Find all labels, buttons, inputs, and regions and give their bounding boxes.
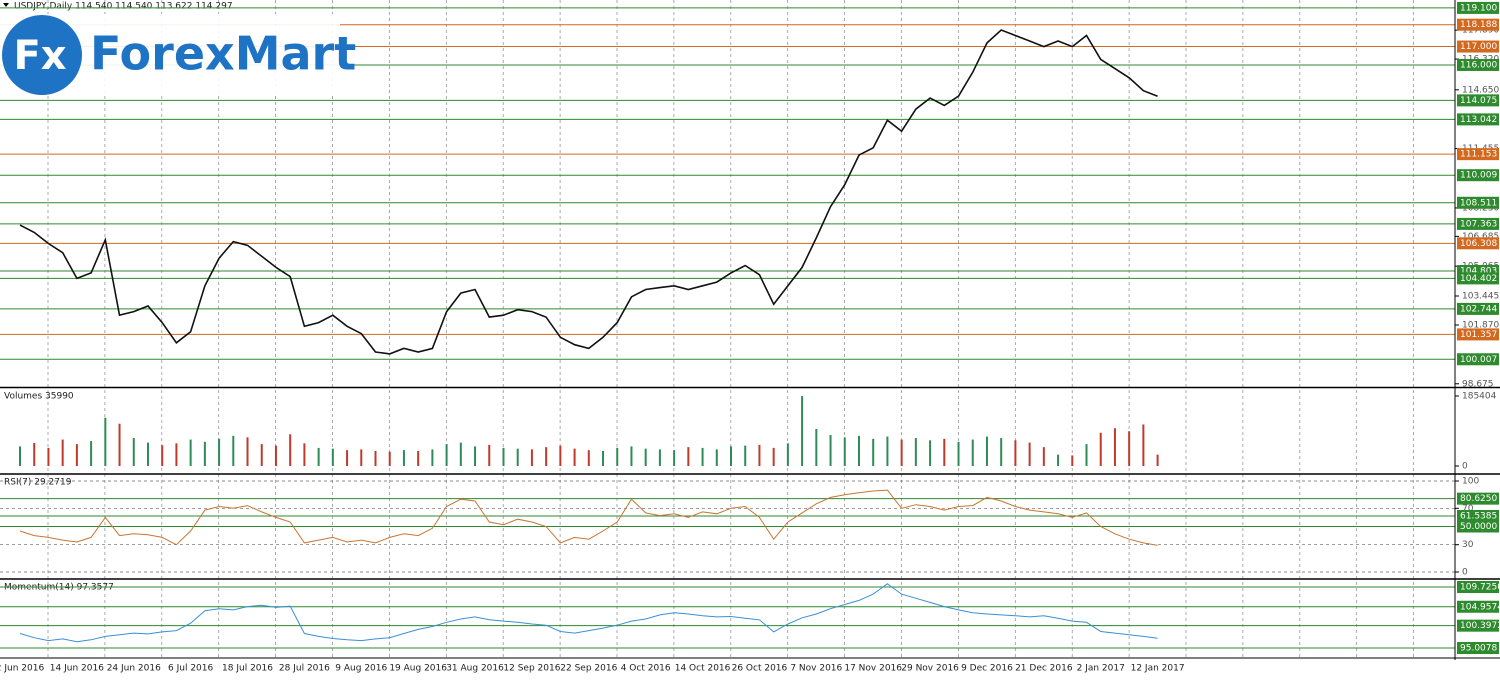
x-tick-label: 7 Nov 2016 (790, 664, 842, 674)
level-label-box (1457, 169, 1499, 182)
level-label-box (1457, 328, 1499, 341)
level-label-box (1457, 94, 1499, 107)
level-label-box (1457, 217, 1499, 230)
x-tick-label: 18 Jul 2016 (222, 664, 273, 674)
level-label: 50.0000 (1460, 522, 1497, 532)
level-label: 104.402 (1460, 274, 1497, 284)
x-tick-label: 28 Jul 2016 (279, 664, 330, 674)
menu-arrow (3, 3, 9, 7)
y-tick-label: 98.675 (1462, 379, 1494, 389)
series-line (19, 583, 1158, 643)
level-label-box (1457, 196, 1499, 209)
panel-title: RSI(7) 29.2719 (4, 478, 72, 488)
x-tick-label: 6 Jul 2016 (168, 664, 213, 674)
x-tick-label: 14 Jun 2016 (50, 664, 104, 674)
level-label-box (1457, 1, 1499, 14)
series-line (19, 489, 1158, 546)
level-label-box (1457, 520, 1499, 533)
level-label: 104.9574 (1460, 602, 1500, 612)
level-label-box (1457, 580, 1499, 593)
y-tick-label: 0 (1462, 461, 1468, 471)
x-tick-label: 12 Jan 2017 (1131, 664, 1185, 674)
level-label-box (1457, 272, 1499, 285)
level-label: 109.7250 (1460, 582, 1500, 592)
y-tick-label: 101.870 (1462, 320, 1499, 330)
level-label-box (1457, 18, 1499, 31)
logo-badge: Fx (13, 33, 66, 79)
level-label-box (1457, 40, 1499, 53)
panel-title: Momentum(14) 97.3577 (4, 583, 114, 593)
x-tick-label: 2 Jun 2016 (0, 664, 44, 674)
x-tick-label: 14 Oct 2016 (675, 664, 731, 674)
panel-title: Volumes 35990 (4, 392, 74, 402)
level-label: 61.5385 (1460, 512, 1497, 522)
level-label-box (1457, 113, 1499, 126)
panel-title: USDJPY,Daily 114.540 114.540 113.622 114… (14, 2, 233, 12)
x-tick-label: 31 Aug 2016 (446, 664, 504, 674)
level-label: 108.511 (1460, 198, 1497, 208)
y-tick-label: 70 (1462, 504, 1474, 514)
x-tick-label: 9 Aug 2016 (335, 664, 387, 674)
x-tick-label: 17 Nov 2016 (844, 664, 902, 674)
level-label-box (1457, 642, 1499, 655)
logo: Fx ForexMart (0, 14, 356, 96)
level-label-box (1457, 510, 1499, 523)
level-label: 102.744 (1460, 304, 1497, 314)
level-label: 119.100 (1460, 3, 1497, 13)
logo-circle (2, 15, 82, 95)
level-label: 100.007 (1460, 355, 1497, 365)
level-label-box (1457, 237, 1499, 250)
level-label: 100.3972 (1460, 621, 1500, 631)
level-label: 104.803 (1460, 267, 1497, 277)
level-label: 113.042 (1460, 115, 1497, 125)
level-label: 114.075 (1460, 96, 1497, 106)
level-label-box (1457, 58, 1499, 71)
level-label: 95.0078 (1460, 644, 1497, 654)
level-label: 118.188 (1460, 20, 1497, 30)
level-label-box (1457, 353, 1499, 366)
level-label: 110.009 (1460, 171, 1497, 181)
x-tick-label: 19 Aug 2016 (389, 664, 447, 674)
y-tick-label: 185404 (1462, 392, 1497, 402)
level-label: 117.000 (1460, 42, 1497, 52)
y-tick-label: 103.445 (1462, 292, 1499, 302)
x-tick-label: 26 Oct 2016 (732, 664, 788, 674)
y-tick-label: 114.650 (1462, 85, 1499, 95)
y-tick-label: 106.685 (1462, 232, 1499, 242)
y-tick-label: 0 (1462, 567, 1468, 577)
x-tick-label: 2 Jan 2017 (1077, 664, 1125, 674)
x-tick-label: 24 Jun 2016 (107, 664, 161, 674)
x-tick-label: 22 Sep 2016 (560, 664, 617, 674)
level-label: 107.363 (1460, 219, 1497, 229)
level-label-box (1457, 302, 1499, 315)
logo-name: ForexMart (90, 27, 356, 81)
x-tick-label: 9 Dec 2016 (961, 664, 1013, 674)
level-label: 101.357 (1460, 330, 1497, 340)
level-label-box (1457, 600, 1499, 613)
level-label-box (1457, 492, 1499, 505)
series-line (19, 29, 1158, 355)
level-label: 106.308 (1460, 239, 1497, 249)
x-tick-label: 4 Oct 2016 (621, 664, 671, 674)
level-label: 116.000 (1460, 60, 1497, 70)
x-tick-label: 12 Sep 2016 (503, 664, 560, 674)
x-tick-label: 29 Nov 2016 (901, 664, 959, 674)
y-tick-label: 30 (1462, 540, 1474, 550)
level-label: 80.6250 (1460, 494, 1497, 504)
level-label-box (1457, 148, 1499, 161)
level-label-box (1457, 619, 1499, 632)
x-tick-label: 21 Dec 2016 (1015, 664, 1073, 674)
level-label: 111.153 (1460, 150, 1497, 160)
y-tick-label: 100 (1462, 477, 1479, 487)
